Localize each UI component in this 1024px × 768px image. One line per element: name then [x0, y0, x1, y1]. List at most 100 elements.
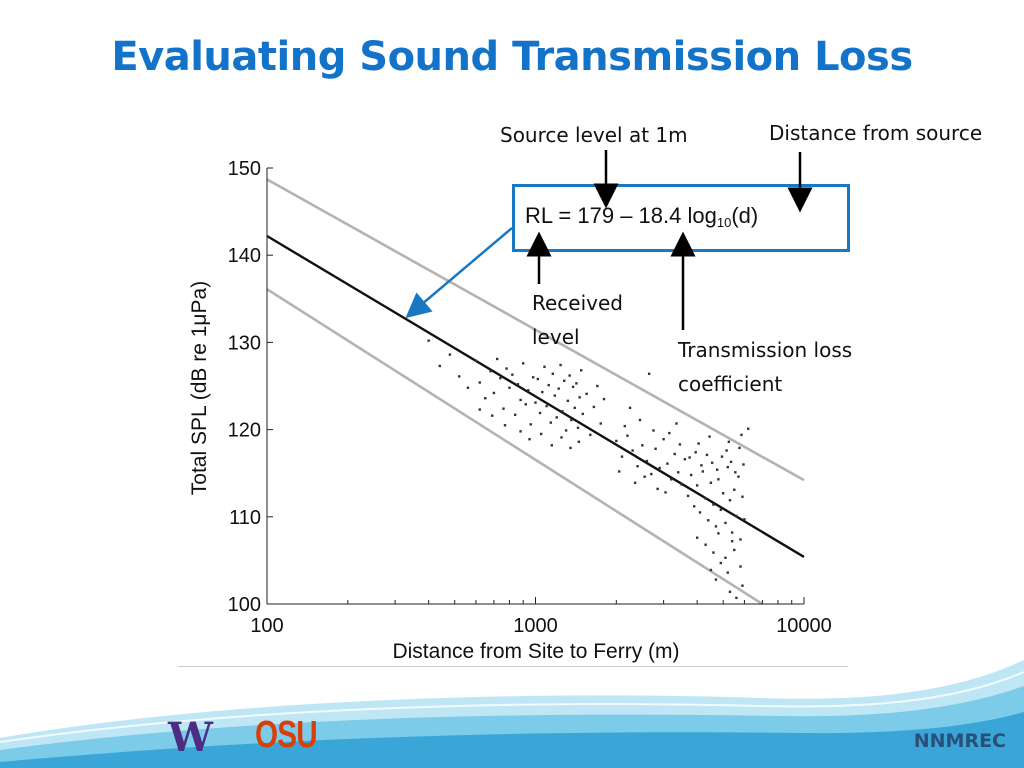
tick-labels: 100 110 120 130 140 150 100 1000 10000: [228, 158, 832, 637]
data-point: [576, 426, 580, 430]
data-point: [695, 484, 699, 487]
data-point: [577, 440, 581, 444]
data-point: [489, 369, 492, 373]
data-point: [734, 471, 737, 474]
data-point: [739, 565, 742, 568]
data-point: [743, 518, 746, 521]
data-point: [704, 543, 707, 546]
data-point: [724, 521, 727, 525]
data-point: [741, 584, 744, 587]
received-level-label-line2: level: [532, 325, 580, 349]
equation-subscript: 10: [716, 215, 732, 230]
data-point: [596, 384, 599, 388]
data-point: [569, 446, 572, 450]
data-point: [712, 551, 715, 554]
data-point: [527, 389, 530, 392]
data-point: [536, 377, 540, 381]
data-point: [726, 571, 729, 574]
data-point: [503, 424, 507, 427]
data-point: [700, 464, 703, 467]
data-point: [564, 429, 568, 432]
data-point: [656, 487, 659, 491]
data-point: [668, 431, 671, 435]
data-point: [741, 495, 744, 498]
data-point: [724, 556, 727, 559]
data-point: [726, 465, 729, 469]
data-point: [620, 455, 624, 458]
footer-wave-highlight: [0, 671, 1024, 743]
data-point: [638, 418, 642, 422]
data-point: [729, 460, 733, 464]
lower-line: [266, 288, 764, 606]
data-point: [636, 465, 639, 468]
data-point: [650, 472, 653, 476]
data-point: [633, 481, 637, 484]
data-point: [652, 429, 655, 432]
data-point: [615, 439, 618, 443]
data-point: [545, 404, 548, 408]
data-point: [675, 422, 678, 425]
equation-main: RL = 179 – 18.4 log: [525, 203, 717, 228]
slide-title: Evaluating Sound Transmission Loss: [111, 34, 913, 80]
data-point: [575, 382, 578, 385]
data-point: [669, 478, 673, 481]
data-point: [474, 359, 478, 362]
data-point: [513, 413, 517, 416]
y-axis-label: Total SPL (dB re 1μPa): [188, 281, 211, 495]
y-tick-label: 100: [228, 594, 261, 616]
data-point: [673, 452, 676, 456]
data-point: [721, 492, 725, 495]
y-tick-label: 150: [228, 158, 261, 180]
data-point: [733, 488, 736, 491]
osu-logo: OSU: [255, 714, 318, 756]
data-point: [555, 416, 558, 419]
data-point: [566, 399, 570, 403]
data-point: [492, 391, 496, 395]
data-point: [557, 387, 560, 390]
data-point: [478, 381, 481, 384]
data-point: [534, 401, 537, 404]
data-point: [664, 491, 667, 494]
data-point: [448, 353, 452, 356]
data-point: [705, 453, 709, 457]
data-point: [717, 532, 720, 535]
data-point: [697, 442, 700, 445]
data-point: [589, 433, 592, 437]
data-point: [678, 443, 682, 446]
data-point: [516, 383, 520, 386]
data-point: [570, 418, 573, 422]
data-point: [730, 540, 734, 543]
data-point: [484, 397, 487, 400]
data-point: [730, 531, 734, 534]
data-point: [618, 470, 621, 473]
data-point: [491, 414, 494, 417]
data-point: [686, 494, 690, 498]
data-point: [641, 444, 644, 447]
data-point: [710, 461, 714, 464]
data-point: [717, 478, 720, 481]
data-point: [550, 444, 553, 447]
data-point: [581, 412, 584, 416]
data-point: [709, 481, 713, 484]
data-point: [466, 386, 470, 389]
data-point: [571, 385, 575, 389]
data-point: [438, 364, 441, 368]
data-point: [531, 376, 535, 379]
data-point: [728, 590, 732, 593]
data-point: [505, 367, 508, 370]
data-point: [689, 473, 693, 477]
data-point: [585, 392, 588, 396]
y-tick-label: 120: [228, 420, 261, 442]
received-level-label-line1: Received: [532, 291, 623, 315]
data-point: [524, 403, 527, 406]
data-point: [529, 423, 532, 426]
equation: RL = 179 – 18.4 log10(d): [525, 203, 758, 230]
data-point: [708, 435, 711, 438]
footer-label: NNMREC: [913, 730, 1006, 752]
data-point: [720, 455, 724, 458]
data-point: [580, 369, 583, 372]
data-point: [578, 396, 581, 399]
data-point: [742, 463, 745, 466]
data-point: [694, 451, 697, 454]
sound-level-chart: 100 110 120 130 140 150 100 1000 10000 Distance …: [188, 158, 832, 663]
